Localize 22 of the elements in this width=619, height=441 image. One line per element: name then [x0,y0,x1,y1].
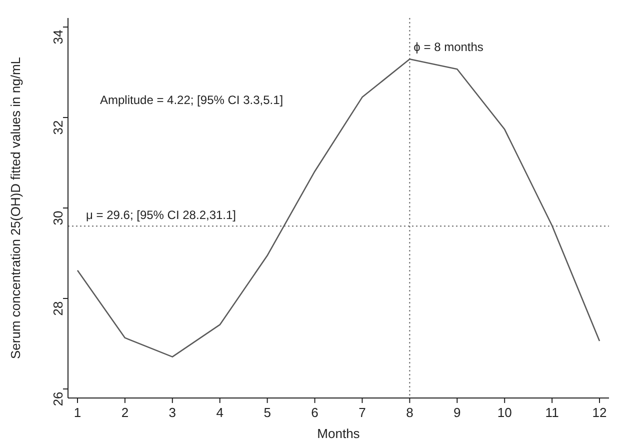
x-tick-label: 6 [311,405,318,420]
x-tick-label: 1 [74,405,82,420]
ref-line-label: ϕ = 8 months [414,40,484,54]
x-tick-label: 5 [264,405,271,420]
x-tick-label: 4 [216,405,224,420]
x-tick-label: 2 [121,405,129,420]
y-tick-label: 28 [50,301,66,316]
x-tick-label: 8 [406,405,414,420]
x-tick-label: 10 [497,405,512,420]
annotation: Amplitude = 4.22; [95% CI 3.3,5.1] [100,93,284,107]
y-tick-label: 32 [50,120,66,135]
x-axis-title: Months [317,426,360,441]
x-tick-label: 7 [358,405,366,420]
y-tick-label: 30 [50,210,66,226]
x-tick-label: 12 [592,405,607,420]
y-axis-title: Serum concentration 25(OH)D fitted values in ng/mL [8,56,23,360]
y-tick-label: 34 [50,30,66,44]
x-tick-label: 11 [545,405,559,420]
x-tick-label: 3 [168,405,176,420]
ref-line-label: μ = 29.6; [95% CI 28.2,31.1] [86,208,236,222]
x-tick-label: 9 [454,405,461,420]
y-tick-label: 26 [50,392,66,406]
